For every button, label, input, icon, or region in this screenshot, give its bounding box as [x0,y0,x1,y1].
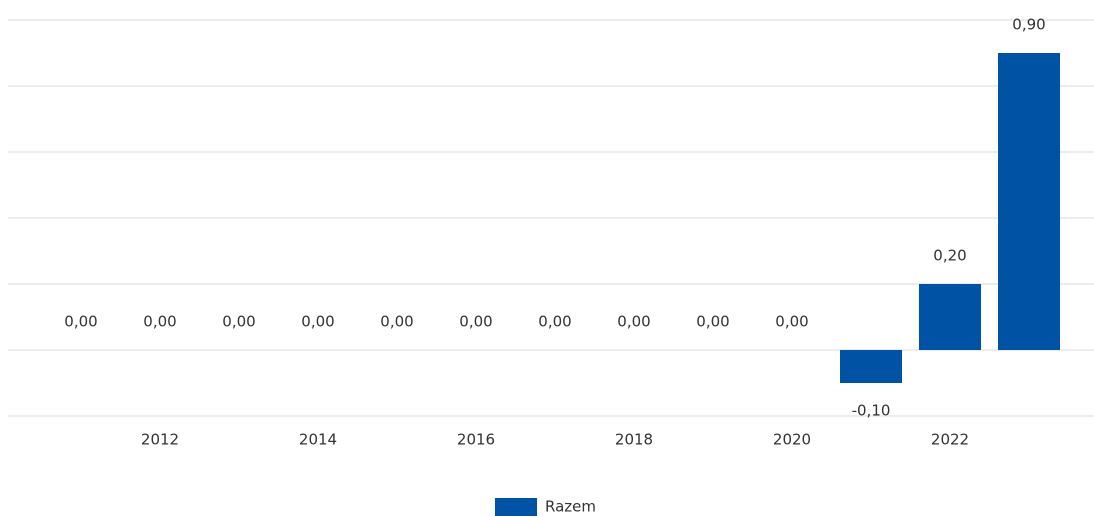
x-tick-label: 2014 [299,431,337,449]
x-tick-label: 2020 [773,431,811,449]
bar [998,53,1060,350]
data-label: 0,00 [64,313,97,331]
bar [919,284,981,350]
legend-swatch [495,498,537,516]
data-label: 0,00 [696,313,729,331]
data-label: 0,00 [459,313,492,331]
x-tick-label: 2012 [141,431,179,449]
data-label: 0,00 [775,313,808,331]
x-tick-label: 2022 [931,431,969,449]
data-label: 0,90 [1012,16,1045,34]
data-label: 0,00 [143,313,176,331]
x-tick-label: 2018 [615,431,653,449]
legend-label: Razem [545,498,596,516]
data-label: -0,10 [852,402,891,420]
x-tick-label: 2016 [457,431,495,449]
data-label: 0,00 [380,313,413,331]
data-label: 0,20 [933,247,966,265]
data-label: 0,00 [222,313,255,331]
data-label: 0,00 [617,313,650,331]
data-label: 0,00 [301,313,334,331]
bar [840,350,902,383]
data-label: 0,00 [538,313,571,331]
